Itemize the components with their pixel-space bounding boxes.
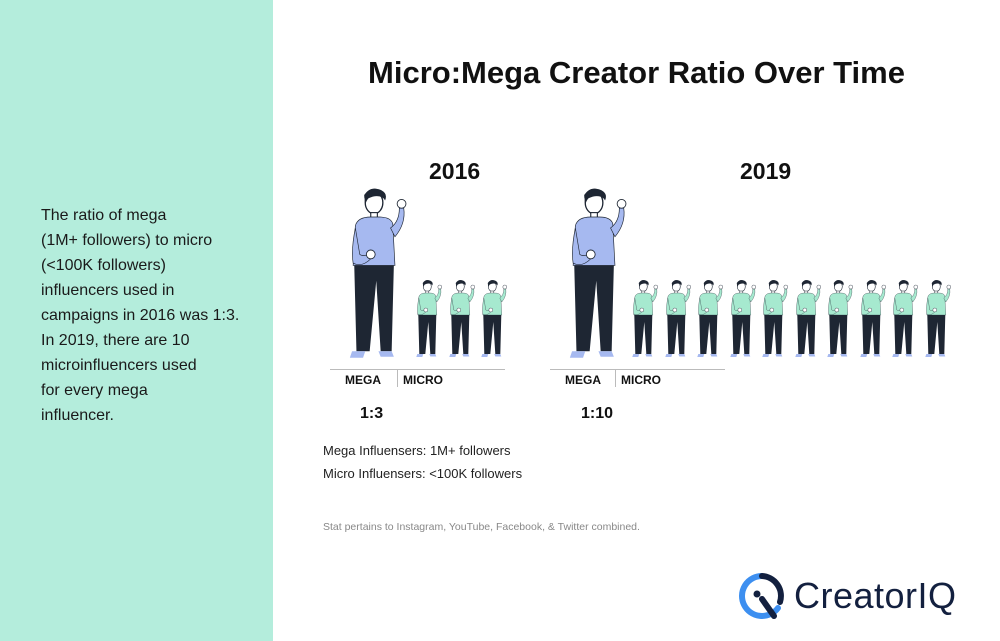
micro-definition: Micro Influensers: <100K followers — [323, 466, 523, 481]
logo-text: CreatorIQ — [794, 575, 957, 616]
micro-influencer-figure — [729, 279, 756, 357]
year-2019-label: 2019 — [740, 158, 792, 184]
mega-definition: Mega Influensers: 1M+ followers — [323, 443, 511, 458]
creatoriq-logo: CreatorIQ — [738, 572, 957, 620]
micro-label-2019: MICRO — [621, 373, 661, 387]
ratio-2019: 1:10 — [581, 405, 614, 422]
micro-influencer-figure — [632, 279, 658, 357]
micro-influencer-figure — [448, 279, 475, 357]
mega-influencer-figure — [349, 187, 407, 358]
logo-q-icon — [739, 573, 784, 619]
micro-influencer-figure — [924, 279, 951, 357]
footnote: Stat pertains to Instagram, YouTube, Fac… — [323, 521, 640, 533]
micro-influencer-figure — [827, 279, 853, 357]
divider-2019 — [615, 370, 616, 387]
baseline-2019 — [550, 369, 725, 370]
micro-influencer-figure — [794, 279, 821, 357]
micro-label-2016: MICRO — [403, 373, 443, 387]
baseline-2016 — [330, 369, 505, 370]
ratio-2016: 1:3 — [360, 405, 384, 422]
micro-influencer-figure — [859, 279, 886, 357]
micro-influencer-figure — [481, 279, 507, 357]
micro-influencer-figure — [697, 279, 723, 357]
description-text: The ratio of mega (1M+ followers) to mic… — [41, 207, 240, 424]
micro-influencer-figure — [664, 279, 691, 357]
mega-label-2016: MEGA — [345, 373, 381, 387]
divider-2016 — [397, 370, 398, 387]
mega-label-2019: MEGA — [565, 373, 601, 387]
micro-influencer-figure — [416, 279, 442, 357]
chart-title: Micro:Mega Creator Ratio Over Time — [368, 55, 905, 90]
year-2016-label: 2016 — [429, 158, 481, 184]
micro-influencer-figure — [892, 279, 918, 357]
mega-influencer-figure — [569, 187, 627, 358]
side-panel — [0, 0, 273, 641]
micro-influencer-figure — [762, 279, 788, 357]
